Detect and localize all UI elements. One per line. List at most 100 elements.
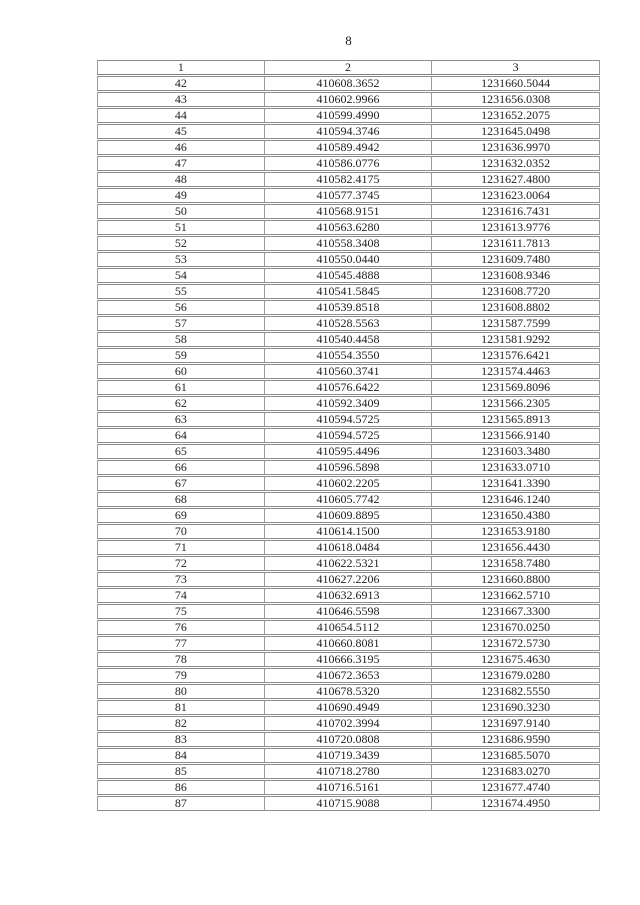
page-number: 8 [345, 33, 352, 48]
table-cell: 410594.3746 [264, 124, 433, 139]
table-cell: 410528.5563 [264, 316, 433, 331]
table-row: 70 410614.1500 1231653.9180 [97, 524, 600, 539]
table-cell: 1231565.8913 [432, 412, 600, 427]
table-cell: 63 [97, 412, 265, 427]
table-row: 56 410539.8518 1231608.8802 [97, 300, 600, 315]
table-row: 62 410592.3409 1231566.2305 [97, 396, 600, 411]
table-row: 68 410605.7742 1231646.1240 [97, 492, 600, 507]
table-row: 59 410554.3550 1231576.6421 [97, 348, 600, 363]
table-cell: 410654.5112 [264, 620, 433, 635]
table-row: 64 410594.5725 1231566.9140 [97, 428, 600, 443]
table-row: 86 410716.5161 1231677.4740 [97, 780, 600, 795]
table-row: 75 410646.5598 1231667.3300 [97, 604, 600, 619]
table-cell: 410690.4949 [264, 700, 433, 715]
table-cell: 1231611.7813 [432, 236, 600, 251]
table-cell: 62 [97, 396, 265, 411]
table-cell: 410589.4942 [264, 140, 433, 155]
table-cell: 48 [97, 172, 265, 187]
table-row: 44 410599.4990 1231652.2075 [97, 108, 600, 123]
table-row: 53 410550.0440 1231609.7480 [97, 252, 600, 267]
table-cell: 410627.2206 [264, 572, 433, 587]
table-cell: 1231686.9590 [432, 732, 600, 747]
column-header-1: 1 [97, 60, 265, 75]
table-cell: 44 [97, 108, 265, 123]
table-cell: 410594.5725 [264, 428, 433, 443]
table-row: 81 410690.4949 1231690.3230 [97, 700, 600, 715]
table-cell: 74 [97, 588, 265, 603]
table-row: 78 410666.3195 1231675.4630 [97, 652, 600, 667]
table-cell: 45 [97, 124, 265, 139]
table-row: 80 410678.5320 1231682.5550 [97, 684, 600, 699]
table-cell: 50 [97, 204, 265, 219]
table-cell: 410719.3439 [264, 748, 433, 763]
table-cell: 43 [97, 92, 265, 107]
table-cell: 410596.5898 [264, 460, 433, 475]
table-cell: 410550.0440 [264, 252, 433, 267]
table-cell: 69 [97, 508, 265, 523]
table-row: 72 410622.5321 1231658.7480 [97, 556, 600, 571]
table-cell: 1231652.2075 [432, 108, 600, 123]
table-header: 1 2 3 [97, 60, 600, 75]
table-row: 84 410719.3439 1231685.5070 [97, 748, 600, 763]
table-cell: 1231603.3480 [432, 444, 600, 459]
table-row: 73 410627.2206 1231660.8800 [97, 572, 600, 587]
table-row: 83 410720.0808 1231686.9590 [97, 732, 600, 747]
table-row: 42 410608.3652 1231660.5044 [97, 76, 600, 91]
table-cell: 410592.3409 [264, 396, 433, 411]
table-cell: 59 [97, 348, 265, 363]
table-cell: 410666.3195 [264, 652, 433, 667]
table-cell: 1231576.6421 [432, 348, 600, 363]
table-row: 57 410528.5563 1231587.7599 [97, 316, 600, 331]
table-row: 63 410594.5725 1231565.8913 [97, 412, 600, 427]
table-cell: 410720.0808 [264, 732, 433, 747]
table-cell: 1231613.9776 [432, 220, 600, 235]
table-cell: 410609.8895 [264, 508, 433, 523]
table-cell: 84 [97, 748, 265, 763]
table-cell: 71 [97, 540, 265, 555]
table-cell: 1231636.9970 [432, 140, 600, 155]
table-cell: 80 [97, 684, 265, 699]
table-cell: 1231650.4380 [432, 508, 600, 523]
table-cell: 1231633.0710 [432, 460, 600, 475]
table-cell: 1231641.3390 [432, 476, 600, 491]
table-row: 45 410594.3746 1231645.0498 [97, 124, 600, 139]
table-cell: 410558.3408 [264, 236, 433, 251]
table-cell: 57 [97, 316, 265, 331]
table-cell: 410602.9966 [264, 92, 433, 107]
table-cell: 410576.6422 [264, 380, 433, 395]
table-row: 48 410582.4175 1231627.4800 [97, 172, 600, 187]
table-cell: 1231682.5550 [432, 684, 600, 699]
table-cell: 1231690.3230 [432, 700, 600, 715]
table-row: 49 410577.3745 1231623.0064 [97, 188, 600, 203]
table-cell: 410614.1500 [264, 524, 433, 539]
table-cell: 47 [97, 156, 265, 171]
table-cell: 68 [97, 492, 265, 507]
table-row: 47 410586.0776 1231632.0352 [97, 156, 600, 171]
table-cell: 82 [97, 716, 265, 731]
table-row: 67 410602.2205 1231641.3390 [97, 476, 600, 491]
table-cell: 410618.0484 [264, 540, 433, 555]
column-header-3: 3 [432, 60, 600, 75]
table-row: 71 410618.0484 1231656.4430 [97, 540, 600, 555]
table-cell: 1231609.7480 [432, 252, 600, 267]
table-cell: 410554.3550 [264, 348, 433, 363]
table-cell: 1231574.4463 [432, 364, 600, 379]
table-cell: 53 [97, 252, 265, 267]
table-cell: 42 [97, 76, 265, 91]
table-cell: 1231670.0250 [432, 620, 600, 635]
table-row: 60 410560.3741 1231574.4463 [97, 364, 600, 379]
table-cell: 410539.8518 [264, 300, 433, 315]
table-cell: 410582.4175 [264, 172, 433, 187]
table-cell: 87 [97, 796, 265, 811]
table-cell: 72 [97, 556, 265, 571]
table-cell: 1231683.0270 [432, 764, 600, 779]
coordinates-table: 1 2 3 42 410608.3652 1231660.5044 43 410602.… [97, 59, 600, 812]
table-cell: 85 [97, 764, 265, 779]
table-row: 66 410596.5898 1231633.0710 [97, 460, 600, 475]
table-cell: 410702.3994 [264, 716, 433, 731]
table-header-row: 1 2 3 [97, 60, 600, 75]
column-header-2: 2 [264, 60, 433, 75]
table-cell: 1231674.4950 [432, 796, 600, 811]
table-cell: 410577.3745 [264, 188, 433, 203]
table-row: 52 410558.3408 1231611.7813 [97, 236, 600, 251]
